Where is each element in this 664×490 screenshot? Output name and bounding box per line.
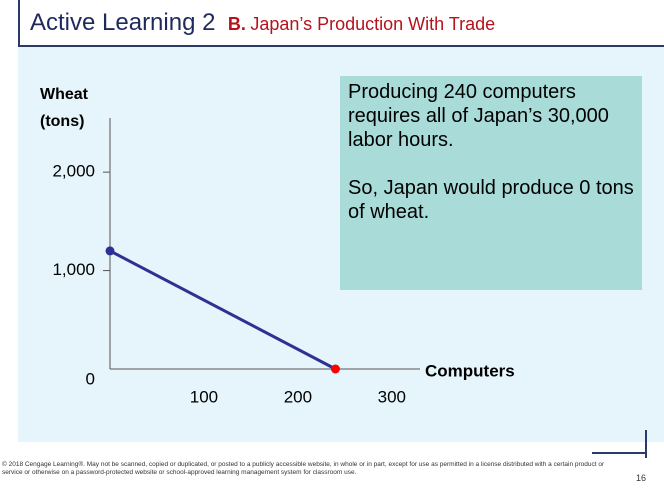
callout: Producing 240 computers requires all of … [340, 76, 642, 290]
y-tick-label: 2,000 [52, 162, 95, 181]
copyright: © 2018 Cengage Learning®. May not be sca… [2, 461, 605, 476]
x-axis-label: Computers [425, 361, 515, 380]
callout-text: So, Japan would produce 0 tons of wheat. [348, 177, 634, 223]
y-tick-label: 0 [86, 369, 95, 388]
callout-text: Producing 240 computers requires all of … [348, 81, 609, 151]
title-rule [18, 45, 664, 47]
corner-rule [592, 452, 647, 454]
title-row: Active Learning 2 B. Japan’s Production … [30, 9, 495, 37]
part: B. [227, 14, 246, 34]
title: Active Learning 2 [30, 9, 216, 36]
x-tick-label: 200 [284, 387, 312, 406]
y-axis-label: (tons) [40, 113, 84, 130]
y-axis-label: Wheat [40, 86, 89, 103]
point [105, 246, 115, 256]
page-number: 16 [636, 473, 647, 483]
line [109, 249, 337, 371]
point [330, 364, 340, 374]
title-rule [18, 0, 20, 46]
x-tick-label: 300 [378, 387, 406, 406]
subtitle: Japan’s Production With Trade [250, 14, 496, 34]
x-tick-label: 100 [190, 387, 218, 406]
y-tick-label: 1,000 [52, 260, 95, 279]
corner-rule [645, 430, 647, 458]
